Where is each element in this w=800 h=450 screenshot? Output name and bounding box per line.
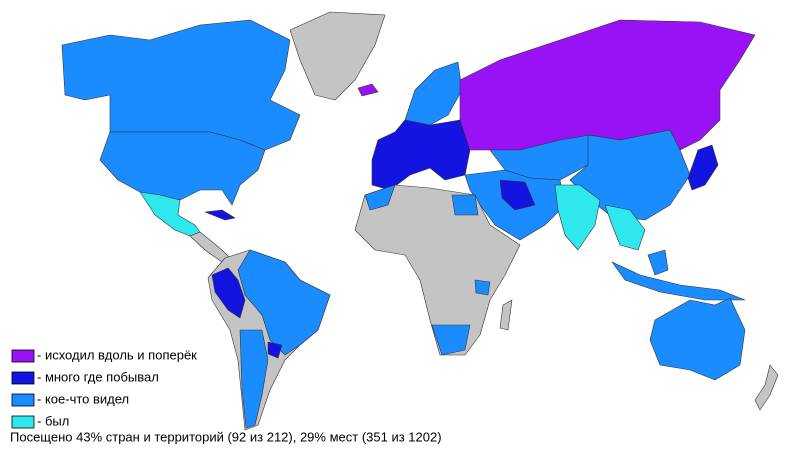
region <box>569 129 691 221</box>
legend-swatch <box>11 349 35 363</box>
region <box>687 144 719 191</box>
region <box>139 191 201 237</box>
legend-swatch <box>11 415 35 429</box>
region <box>61 19 301 151</box>
legend-swatch <box>11 371 35 385</box>
region <box>611 261 746 301</box>
legend-label: - исходил вдоль и поперёк <box>37 347 197 362</box>
region <box>499 179 536 211</box>
region <box>647 249 669 276</box>
region <box>354 184 521 356</box>
region <box>99 131 266 206</box>
region <box>189 231 231 263</box>
region <box>431 324 471 356</box>
region <box>204 209 236 221</box>
region <box>404 61 463 126</box>
region <box>451 194 479 216</box>
region <box>499 299 513 331</box>
region <box>554 184 601 251</box>
map-regions <box>61 11 779 431</box>
legend-label: - кое-что видел <box>37 391 129 406</box>
region <box>754 364 779 411</box>
region <box>459 19 756 151</box>
legend-label: - много где побывал <box>37 369 159 384</box>
region <box>239 329 269 429</box>
legend: - исходил вдоль и поперёк - много где поб… <box>11 347 197 429</box>
region <box>371 119 471 191</box>
region <box>237 249 331 356</box>
region <box>364 184 396 211</box>
region <box>289 11 386 101</box>
region <box>604 204 646 251</box>
region <box>649 297 746 381</box>
region <box>211 267 246 319</box>
region <box>474 279 491 296</box>
region <box>357 83 379 97</box>
caption: Посещено 43% стран и территорий (92 из 2… <box>10 429 442 444</box>
legend-swatch <box>11 393 35 407</box>
legend-label: - был <box>37 413 69 428</box>
region <box>267 341 283 359</box>
